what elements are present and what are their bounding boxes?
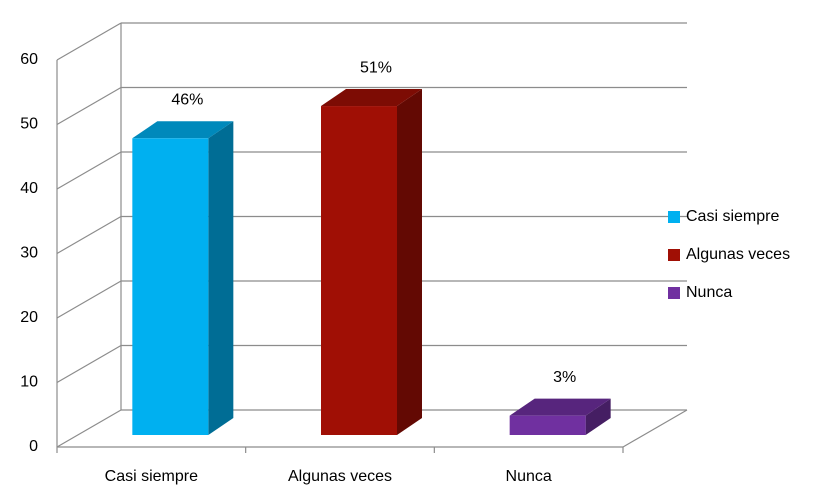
- bar-side: [208, 121, 234, 436]
- grid-line: [56, 86, 122, 126]
- x-tick-label: Casi siempre: [105, 468, 198, 485]
- data-label: 51%: [360, 59, 392, 76]
- legend-swatch: [668, 249, 680, 261]
- y-tick-label: 20: [20, 309, 38, 326]
- grid-line: [56, 280, 122, 319]
- grid-line: [56, 409, 122, 448]
- grid-line: [56, 215, 122, 255]
- grid-line: [56, 22, 122, 61]
- grid-line: [56, 344, 122, 384]
- bar: [132, 138, 209, 436]
- y-tick-label: 10: [20, 374, 38, 391]
- data-label: 3%: [553, 369, 576, 386]
- grid-line: [56, 151, 122, 190]
- legend-label: Algunas veces: [686, 246, 790, 263]
- y-tick-label: 60: [20, 51, 38, 68]
- bar-top: [509, 398, 611, 416]
- x-tick-label: Nunca: [506, 468, 552, 485]
- bar-side: [585, 398, 611, 435]
- bar-top: [132, 121, 234, 139]
- legend-label: Nunca: [686, 284, 732, 301]
- y-tick-label: 30: [20, 245, 38, 262]
- axis: [622, 409, 688, 448]
- y-tick-label: 0: [29, 438, 38, 455]
- bar: [509, 415, 586, 435]
- bar-side: [397, 89, 422, 436]
- y-tick-label: 40: [20, 180, 38, 197]
- legend-swatch: [668, 287, 680, 299]
- legend-swatch: [668, 211, 680, 223]
- bar: [321, 106, 397, 436]
- y-tick-label: 50: [20, 116, 38, 133]
- data-label: 46%: [171, 92, 203, 109]
- legend-label: Casi siempre: [686, 208, 779, 225]
- x-tick-label: Algunas veces: [288, 468, 392, 485]
- bar-top: [321, 89, 422, 107]
